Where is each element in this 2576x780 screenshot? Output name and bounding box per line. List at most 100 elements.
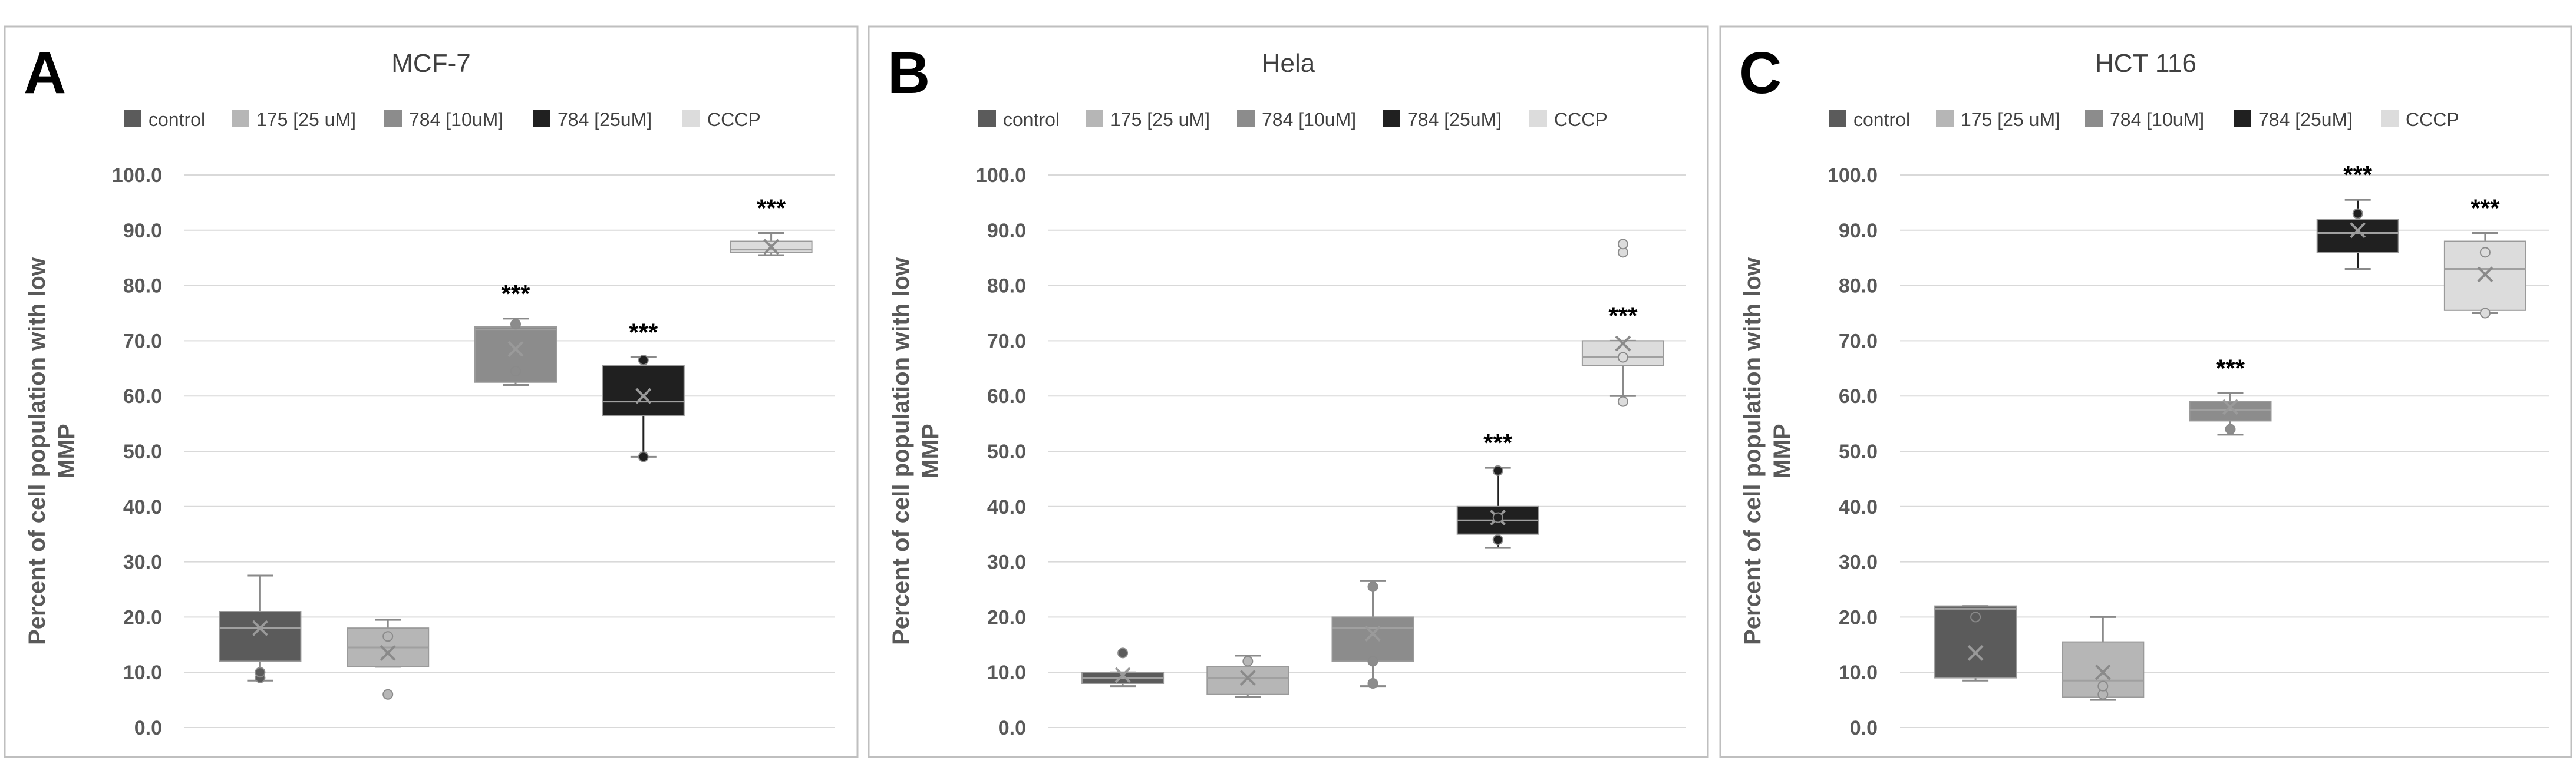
box-cccp: *** [730,194,813,256]
mean-marker [252,620,268,636]
chart-title: HCT 116 [2095,49,2196,78]
significance-label: *** [1483,429,1513,457]
panel-letter: A [24,40,66,106]
y-tick-label: 60.0 [123,385,162,408]
y-tick-label: 70.0 [987,330,1026,352]
mean-marker [1114,667,1131,683]
mean-marker [1365,626,1381,642]
significance-label: *** [2343,161,2373,189]
significance-label: *** [1608,302,1638,329]
panel-frame [4,25,859,758]
box-iqr [219,611,302,662]
data-point [1492,465,1503,476]
legend-swatch [2234,110,2251,127]
chart-title: MCF-7 [391,49,470,78]
box-175-25-um- [1206,655,1289,698]
y-tick-label: 100.0 [1828,164,1878,187]
data-point [2479,308,2491,319]
y-tick-label: 40.0 [987,496,1026,518]
legend-label: 784 [25uM] [2258,109,2353,130]
box-control [1081,647,1165,688]
legend-swatch [384,110,402,127]
y-tick-label: 0.0 [998,717,1026,739]
legend-label: 784 [10uM] [2110,109,2204,130]
legend-label: 784 [25uM] [1407,109,1502,130]
box-cccp: *** [1581,239,1664,407]
data-point [1617,396,1628,407]
significance-label: *** [501,280,530,308]
data-point [1367,677,1378,689]
mean-marker [763,239,780,255]
box-iqr [1206,666,1289,695]
panel-b: B Hela control 175 [25 uM] 784 [10uM] 784 [25… [868,25,1709,758]
box-784-25um-: *** [2316,161,2399,270]
mean-marker [2477,266,2493,283]
legend-label: 175 [25 uM] [1961,109,2060,130]
legend-label: 175 [25 uM] [1110,109,1210,130]
y-tick-label: 30.0 [123,551,162,574]
y-tick-label: 30.0 [987,551,1026,574]
mean-marker [380,645,396,661]
legend-label: 784 [25uM] [558,109,652,130]
y-axis-label: Percent of cell population with low MMP [24,257,80,645]
data-point [382,689,394,700]
legend-label: CCCP [707,109,761,130]
legend-swatch [978,110,996,127]
y-tick-label: 80.0 [1839,275,1878,298]
y-axis-label-line: MMP [1769,424,1795,478]
legend-label: control [1853,109,1910,130]
data-point [1242,656,1254,667]
y-axis-label-line: Percent of cell population with low [24,257,50,645]
y-axis-label: Percent of cell population with low MMP [888,257,944,645]
data-point [382,631,394,642]
panel-frame [1719,25,2572,758]
y-tick-label: 20.0 [123,606,162,629]
box-784-25um-: *** [602,319,685,462]
y-axis-label-line: Percent of cell population with low [888,257,914,645]
data-point [1367,581,1378,592]
y-tick-label: 80.0 [987,275,1026,298]
mean-marker [635,388,652,404]
data-point [1117,647,1129,659]
data-point [2225,424,2236,435]
y-tick-label: 50.0 [123,441,162,463]
box-iqr [2189,401,2272,422]
y-tick-label: 10.0 [987,662,1026,684]
y-tick-label: 100.0 [112,164,162,187]
legend-label: 784 [10uM] [1262,109,1356,130]
panel-c: C HCT 116 control 175 [25 uM] 784 [10uM] 784 … [1719,25,2572,758]
significance-label: *** [2471,194,2500,222]
y-axis-label-line: Percent of cell population with low [1740,257,1766,645]
legend-swatch [2085,110,2103,127]
legend-label: 175 [25 uM] [256,109,356,130]
y-tick-label: 30.0 [1839,551,1878,574]
y-tick-label: 10.0 [123,662,162,684]
legend-swatch [1237,110,1255,127]
data-point [2097,680,2109,692]
data-point [1367,656,1378,667]
y-tick-label: 90.0 [987,220,1026,242]
mean-marker [507,341,524,357]
y-tick-label: 0.0 [134,717,162,739]
data-point [1492,534,1503,546]
chart-title: Hela [1262,49,1315,78]
box-control [219,574,302,683]
panel-letter: B [888,40,930,106]
significance-label: *** [2216,355,2245,382]
box-control [1934,605,2017,682]
legend-label: CCCP [1554,109,1608,130]
y-tick-label: 70.0 [123,330,162,352]
legend-label: control [149,109,205,130]
y-tick-label: 10.0 [1839,662,1878,684]
y-axis-label-line: MMP [54,424,80,478]
legend-swatch [1829,110,1846,127]
y-tick-label: 70.0 [1839,330,1878,352]
y-tick-label: 50.0 [987,441,1026,463]
data-point [2352,208,2363,219]
legend-swatch [533,110,550,127]
legend-swatch [682,110,700,127]
panel-frame [868,25,1709,758]
data-point [1617,239,1628,250]
box-iqr [2316,219,2399,253]
